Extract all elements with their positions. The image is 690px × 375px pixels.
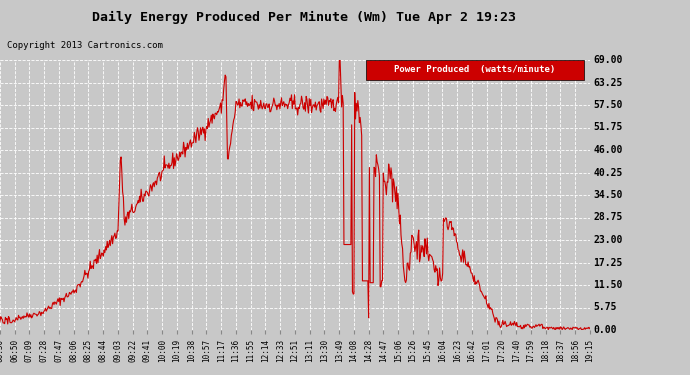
Text: 5.75: 5.75 [593,303,617,312]
Text: 23.00: 23.00 [593,235,623,245]
Text: 40.25: 40.25 [593,168,623,177]
Text: 11.50: 11.50 [593,280,623,290]
Text: 34.50: 34.50 [593,190,623,200]
Text: Daily Energy Produced Per Minute (Wm) Tue Apr 2 19:23: Daily Energy Produced Per Minute (Wm) Tu… [92,11,515,24]
Text: 63.25: 63.25 [593,78,623,87]
Text: 57.50: 57.50 [593,100,623,110]
Text: 46.00: 46.00 [593,145,623,155]
Text: 0.00: 0.00 [593,325,617,335]
Text: Copyright 2013 Cartronics.com: Copyright 2013 Cartronics.com [7,41,163,50]
Text: 51.75: 51.75 [593,123,623,132]
Text: Power Produced  (watts/minute): Power Produced (watts/minute) [394,65,555,74]
Text: 69.00: 69.00 [593,55,623,65]
Text: 28.75: 28.75 [593,213,623,222]
Text: 17.25: 17.25 [593,258,623,267]
